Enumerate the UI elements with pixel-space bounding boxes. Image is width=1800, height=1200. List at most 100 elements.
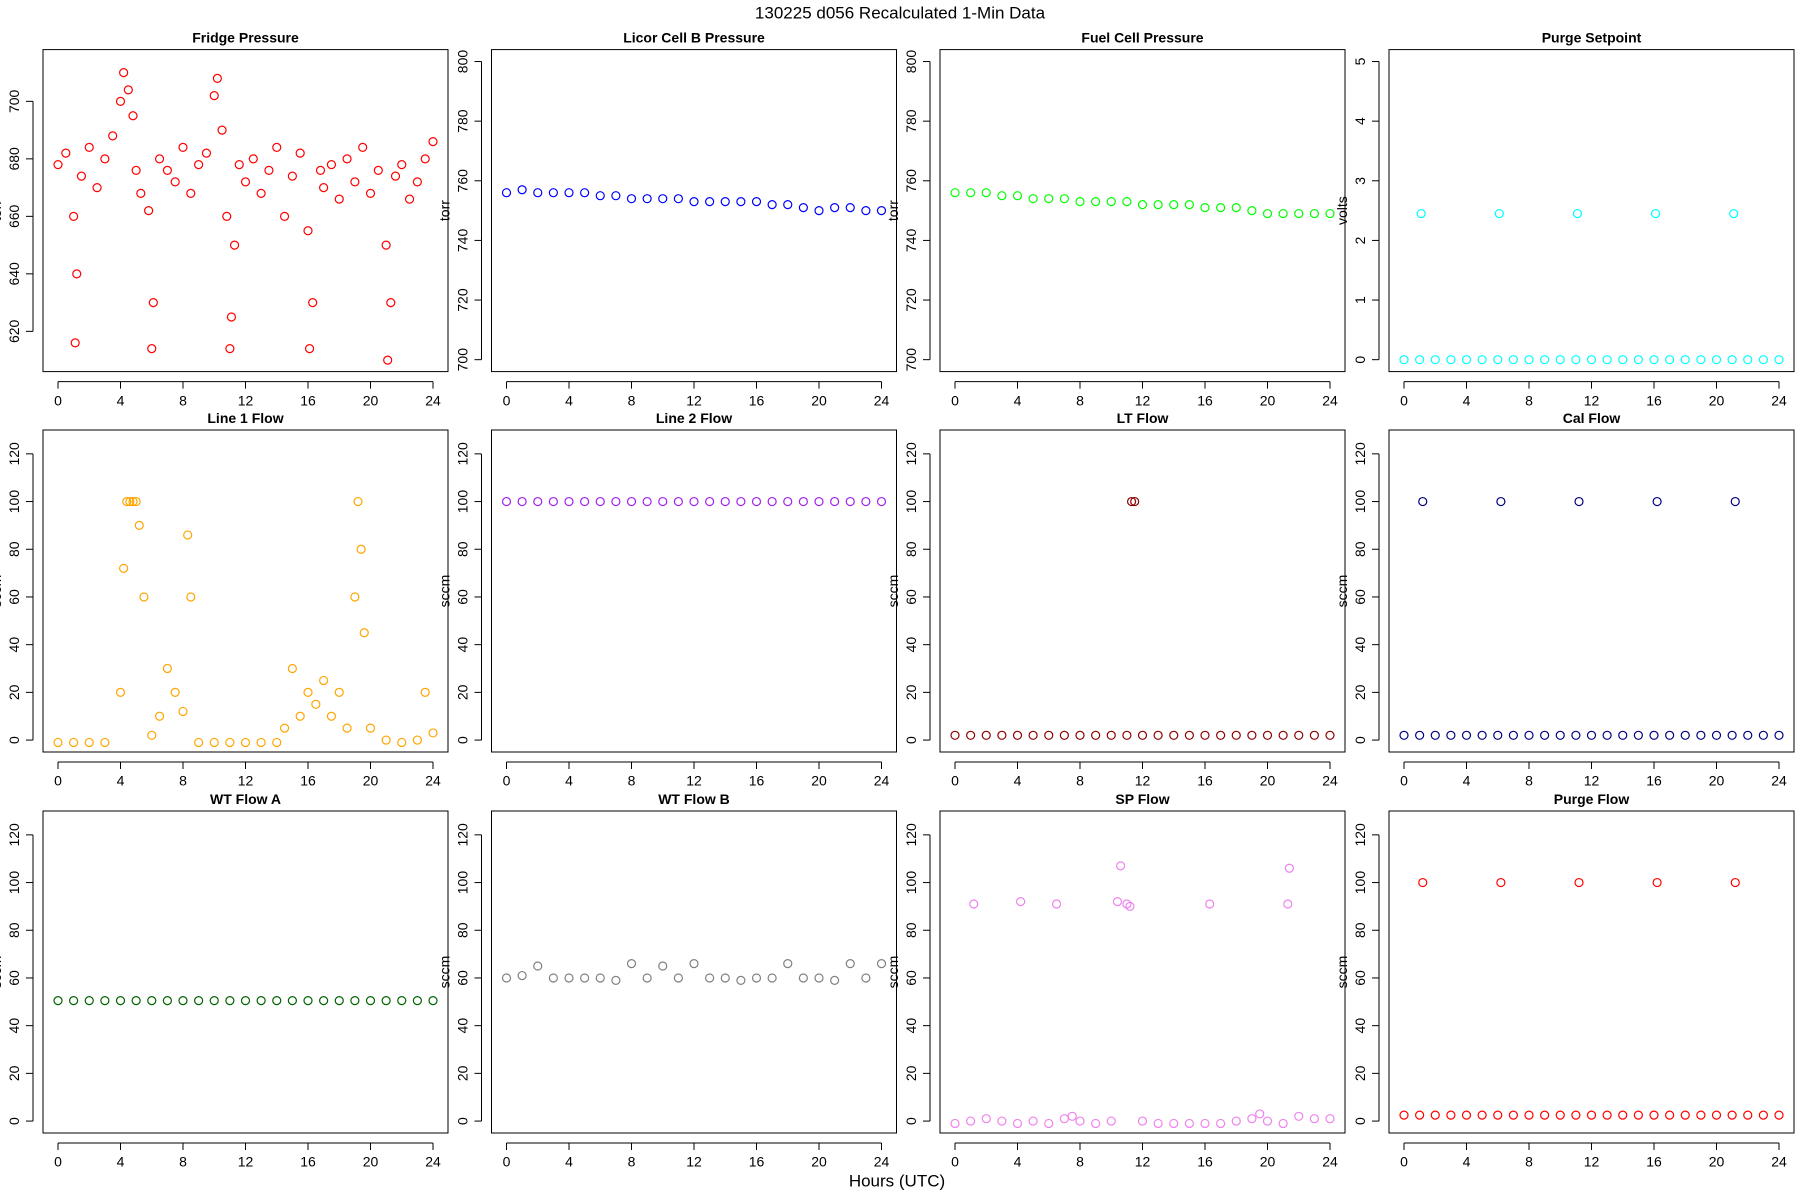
- point: [315, 165, 326, 175]
- point: [501, 188, 512, 198]
- point: [548, 188, 558, 198]
- y-tick-label: 20: [455, 684, 471, 700]
- point: [997, 1116, 1007, 1126]
- y-tick-label: 40: [1352, 1018, 1368, 1034]
- point: [1091, 197, 1101, 207]
- plot-box: [491, 49, 897, 373]
- point: [1477, 355, 1487, 365]
- point: [1106, 1116, 1116, 1126]
- point: [295, 148, 305, 158]
- y-tick-label: 20: [6, 1065, 22, 1081]
- point: [139, 592, 149, 602]
- y-tick-label: 800: [455, 50, 471, 74]
- point: [1028, 1116, 1038, 1126]
- x-tick-label: 0: [503, 773, 511, 789]
- point: [950, 730, 960, 740]
- y-tick-label: 120: [6, 442, 22, 466]
- point: [148, 298, 158, 308]
- point: [1729, 208, 1739, 219]
- point: [1137, 730, 1148, 740]
- y-tick-label: 100: [1352, 490, 1368, 514]
- point: [209, 90, 219, 101]
- point: [1216, 730, 1226, 740]
- point: [1231, 203, 1241, 213]
- point: [295, 711, 305, 721]
- point: [420, 687, 430, 697]
- point: [517, 970, 527, 981]
- y-tick-label: 20: [455, 1065, 471, 1081]
- point: [1415, 355, 1425, 365]
- point: [595, 191, 605, 201]
- point: [689, 197, 699, 207]
- point: [1574, 496, 1584, 507]
- plot-box: [42, 810, 449, 1134]
- y-axis-label: sccm: [437, 575, 453, 608]
- point: [1169, 200, 1179, 210]
- point: [1665, 355, 1675, 365]
- panel-title: SP Flow: [1115, 791, 1169, 807]
- point: [705, 973, 715, 983]
- x-tick-label: 0: [54, 1154, 62, 1170]
- panel-title: Purge Setpoint: [1542, 30, 1642, 46]
- point: [178, 996, 188, 1006]
- x-tick-label: 8: [1076, 1154, 1084, 1170]
- y-tick-label: 720: [455, 288, 471, 312]
- point: [950, 188, 960, 198]
- point: [194, 160, 204, 170]
- panel: Licor Cell B Pressure 0 4 8 12 16 20 24 700 720 74…: [437, 30, 897, 408]
- point: [225, 344, 235, 354]
- point: [154, 711, 165, 721]
- x-tick-label: 20: [363, 773, 379, 789]
- y-tick-label: 2: [1352, 236, 1368, 244]
- point: [1216, 203, 1226, 213]
- x-tick-label: 16: [1646, 773, 1662, 789]
- point: [1496, 496, 1506, 507]
- point: [397, 996, 407, 1006]
- point: [876, 206, 887, 216]
- point: [1446, 730, 1456, 740]
- y-tick-label: 0: [1352, 1117, 1368, 1125]
- point: [1309, 208, 1319, 219]
- point: [876, 496, 887, 507]
- point: [997, 191, 1007, 201]
- point: [1680, 730, 1690, 740]
- point: [673, 194, 683, 204]
- point: [1116, 861, 1126, 871]
- point: [705, 496, 715, 507]
- x-tick-label: 4: [1463, 1154, 1471, 1170]
- point: [428, 996, 438, 1006]
- point: [1696, 730, 1706, 740]
- point: [287, 663, 297, 674]
- x-tick-label: 0: [54, 392, 62, 408]
- y-tick-label: 60: [6, 589, 22, 605]
- x-tick-label: 16: [1197, 392, 1213, 408]
- point: [1294, 730, 1304, 740]
- point: [1586, 1110, 1597, 1120]
- point: [76, 171, 87, 181]
- panel: Purge Flow 0 4 8 12 16 20 24 0 20 40 60 80 100 120 sccm: [1334, 791, 1795, 1170]
- point: [1200, 730, 1210, 740]
- point: [783, 496, 793, 507]
- y-tick-label: 40: [6, 1018, 22, 1034]
- point: [272, 737, 282, 748]
- point: [658, 496, 668, 507]
- point: [147, 730, 157, 740]
- point: [814, 973, 824, 983]
- x-tick-label: 0: [1400, 392, 1408, 408]
- y-tick-label: 0: [455, 1117, 471, 1125]
- panel: Line 2 Flow 0 4 8 12 16 20 24 0 20 40 60 80 100 120 scc…: [437, 410, 897, 789]
- point: [1059, 730, 1069, 740]
- y-tick-label: 20: [903, 684, 919, 700]
- x-tick-label: 20: [363, 1154, 379, 1170]
- y-tick-label: 620: [6, 319, 22, 343]
- point: [845, 496, 855, 507]
- y-tick-label: 120: [1352, 442, 1368, 466]
- y-axis-label: sccm: [437, 956, 453, 989]
- x-tick-label: 24: [425, 392, 441, 408]
- point: [1727, 730, 1737, 740]
- y-axis-label: sccm: [885, 575, 901, 608]
- point: [1774, 730, 1784, 740]
- point: [736, 975, 746, 985]
- point: [767, 496, 777, 507]
- point: [1574, 877, 1584, 888]
